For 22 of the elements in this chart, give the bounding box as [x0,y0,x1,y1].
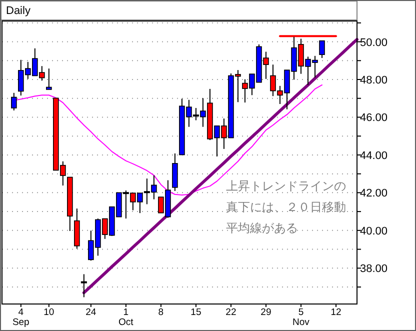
title: Daily [6,5,30,17]
xtick-label: 24 [86,307,96,318]
ytick-label: 48.00 [360,74,388,86]
ytick-label: 42.00 [360,188,388,200]
xtick-label: 5 [298,307,304,318]
annotation: 上昇トレンドラインの真下には、２０日移動平均線がある [226,179,346,235]
xtick-label: 12 [330,307,342,318]
ytick-label: 46.00 [360,112,388,124]
xtick-label: 22 [226,307,236,318]
xtick-label: Oct [118,317,134,328]
xtick-label: 29 [260,307,272,318]
ytick-label: 40.00 [360,225,388,238]
ytick-label: 38.00 [360,263,388,276]
ytick-label: 44.00 [360,150,388,162]
ytick-label: 50.00 [360,36,388,49]
xtick-label: 1 [123,307,129,318]
xtick-label: Nov [292,317,310,328]
xtick-label: 15 [190,307,202,318]
xtick-label: 10 [44,307,54,318]
xtick-label: 8 [158,307,164,318]
xtick-label: Sep [12,317,30,328]
xtick-label: 4 [18,307,24,318]
